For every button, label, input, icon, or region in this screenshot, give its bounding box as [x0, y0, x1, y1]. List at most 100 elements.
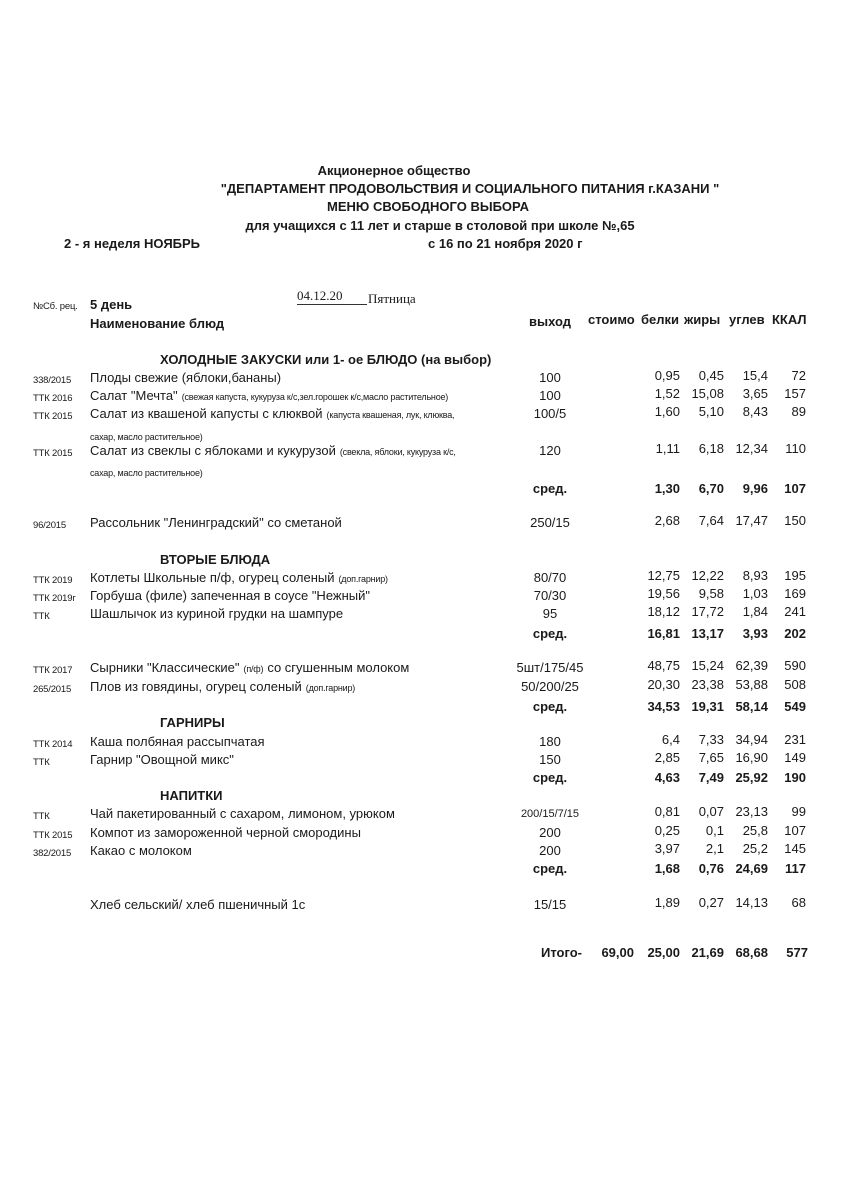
- dish-output: 100: [539, 370, 561, 385]
- section-heading: ГАРНИРЫ: [160, 715, 225, 730]
- carbs-value: 17,47: [735, 513, 768, 528]
- dish-name: Салат из квашеной капусты с клюквой: [90, 406, 323, 421]
- carbs-value: 16,90: [735, 750, 768, 765]
- fat-value: 7,65: [698, 750, 724, 765]
- kcal-value: 190: [784, 770, 806, 785]
- dish-note: (свекла, яблоки, кукуруза к/с,: [339, 447, 456, 457]
- dish-name-line: Салат из свеклы с яблоками и кукурузой (с…: [90, 443, 456, 460]
- protein-value: 34,53: [647, 699, 680, 714]
- dish-name-line: Какао с молоком: [90, 843, 192, 859]
- dish-name: Рассольник "Ленинградский" со сметаной: [90, 515, 342, 530]
- dish-name: Компот из замороженной черной смородины: [90, 825, 361, 840]
- kcal-value: 68: [791, 895, 806, 910]
- dish-name: Котлеты Школьные п/ф, огурец соленый: [90, 570, 335, 585]
- protein-value: 20,30: [647, 677, 680, 692]
- dish-output: 200: [539, 843, 561, 858]
- dish-name-line: Сырники "Классические" (п/ф) со сгушенным …: [90, 660, 409, 677]
- col-kcal: ККАЛ: [772, 312, 807, 327]
- fat-value: 6,18: [698, 441, 724, 456]
- dish-name: Хлеб сельский/ хлеб пшеничный 1с: [90, 897, 306, 912]
- protein-value: 1,52: [654, 386, 680, 401]
- protein-value: 1,30: [654, 481, 680, 496]
- col-name: Наименование блюд: [90, 316, 225, 331]
- kcal-value: 195: [784, 568, 806, 583]
- carbs-value: 3,93: [742, 626, 768, 641]
- kcal-value: 107: [784, 823, 806, 838]
- dish-name-line: Горбуша (филе) запеченная в соусе "Нежны…: [90, 588, 370, 604]
- dish-name: Гарнир "Овощной микс": [90, 752, 234, 767]
- dish-name-line: Каша полбяная рассыпчатая: [90, 734, 265, 750]
- protein-value: 2,68: [654, 513, 680, 528]
- avg-label: сред.: [532, 481, 568, 496]
- recipe-code: 338/2015: [33, 375, 72, 386]
- kcal-value: 99: [791, 804, 806, 819]
- kcal-value: 508: [784, 677, 806, 692]
- kcal-value: 150: [784, 513, 806, 528]
- protein-value: 12,75: [647, 568, 680, 583]
- total-kcal: 577: [786, 945, 808, 960]
- dish-name-line: Гарнир "Овощной микс": [90, 752, 234, 768]
- date: 04.12.20: [297, 288, 367, 305]
- dish-output: 50/200/25: [521, 679, 579, 694]
- kcal-value: 149: [784, 750, 806, 765]
- fat-value: 23,38: [691, 677, 724, 692]
- dish-name-line: Плоды свежие (яблоки,бананы): [90, 370, 281, 386]
- recipe-code: ТТК 2015: [33, 448, 73, 459]
- carbs-value: 25,92: [735, 770, 768, 785]
- protein-value: 1,11: [655, 441, 680, 456]
- period: с 16 по 21 ноября 2020 г: [428, 236, 583, 251]
- dish-name: Салат из свеклы с яблоками и кукурузой: [90, 443, 336, 458]
- dish-name: Горбуша (филе) запеченная в соусе "Нежны…: [90, 588, 371, 603]
- dish-note: (доп.гарнир): [305, 683, 356, 693]
- dish-output: 15/15: [533, 897, 567, 912]
- kcal-value: 145: [784, 841, 806, 856]
- dish-name: Шашлычок из куриной грудки на шампуре: [90, 606, 344, 621]
- dish-name: Салат "Мечта": [90, 388, 178, 403]
- dish-name-line: Компот из замороженной черной смородины: [90, 825, 361, 841]
- kcal-value: 202: [784, 626, 806, 641]
- section-heading: НАПИТКИ: [160, 788, 223, 803]
- carbs-value: 8,43: [742, 404, 768, 419]
- carbs-value: 9,96: [742, 481, 768, 496]
- total-cost: 69,00: [601, 945, 634, 960]
- carbs-value: 34,94: [735, 732, 768, 747]
- protein-value: 1,60: [654, 404, 680, 419]
- carbs-value: 14,13: [735, 895, 768, 910]
- dish-note: (п/ф): [243, 664, 264, 674]
- fat-value: 2,1: [705, 841, 724, 856]
- protein-value: 0,95: [654, 368, 680, 383]
- dish-name-line: Чай пакетированный с сахаром, лимоном, у…: [90, 806, 395, 822]
- fat-value: 5,10: [698, 404, 724, 419]
- protein-value: 16,81: [647, 626, 680, 641]
- day-label: 5 день: [90, 297, 133, 312]
- kcal-value: 107: [784, 481, 806, 496]
- dish-output: 100/5: [533, 406, 567, 421]
- dish-name-line: Салат "Мечта" (свежая капуста, кукуруза к…: [90, 388, 448, 405]
- protein-value: 1,68: [654, 861, 680, 876]
- total-label: Итого-: [541, 945, 582, 960]
- kcal-value: 117: [785, 861, 806, 876]
- dish-note: (капуста квашеная, лук, клюква,: [326, 410, 455, 420]
- recipe-code: ТТК: [33, 611, 50, 622]
- fat-value: 0,27: [698, 895, 724, 910]
- protein-value: 48,75: [647, 658, 680, 673]
- week-label: 2 - я неделя НОЯБРЬ: [64, 236, 201, 251]
- protein-value: 6,4: [661, 732, 680, 747]
- dish-note: сахар, масло растительное): [90, 468, 203, 478]
- dish-output: 120: [539, 443, 561, 458]
- carbs-value: 8,93: [742, 568, 768, 583]
- fat-value: 13,17: [691, 626, 724, 641]
- fat-value: 7,33: [698, 732, 724, 747]
- fat-value: 6,70: [698, 481, 724, 496]
- recipe-code: ТТК 2016: [33, 393, 73, 404]
- recipe-code: 382/2015: [33, 848, 72, 859]
- carbs-value: 53,88: [735, 677, 768, 692]
- col-output: выход: [528, 314, 572, 329]
- col-fat: жиры: [684, 312, 721, 327]
- dish-name: Сырники "Классические": [90, 660, 240, 675]
- recipe-code: ТТК 2019г: [33, 593, 76, 604]
- dish-name-line: Хлеб сельский/ хлеб пшеничный 1с: [90, 897, 305, 913]
- audience: для учащихся с 11 лет и старше в столово…: [245, 218, 635, 233]
- recipe-code: ТТК 2017: [33, 665, 73, 676]
- dish-name-line: Котлеты Школьные п/ф, огурец соленый (доп…: [90, 570, 388, 587]
